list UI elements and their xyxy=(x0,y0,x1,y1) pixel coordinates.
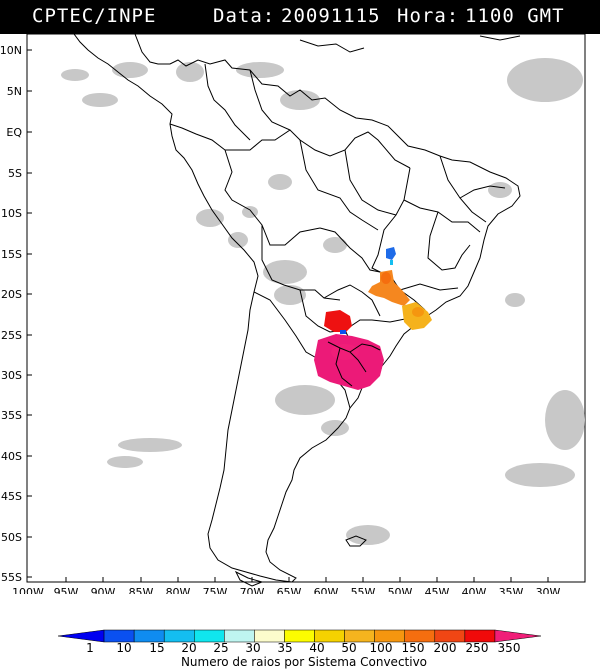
lightning-system-mato-grosso-do-sul xyxy=(368,270,410,306)
lon-label-45w: 45W xyxy=(425,586,450,594)
color-scale-title: Numero de raios por Sistema Convectivo xyxy=(181,655,427,669)
lightning-map: 10N 5N EQ 5S 10S 15S 20S 25S 30S 35S 40S… xyxy=(0,34,586,594)
lat-label-45s: 45S xyxy=(1,490,22,503)
longitude-axis: 100W 95W 90W 85W 80W 75W 70W 65W 60W 55W… xyxy=(12,586,560,594)
lon-label-50w: 50W xyxy=(388,586,413,594)
lon-label-80w: 80W xyxy=(166,586,191,594)
lon-label-100w: 100W xyxy=(12,586,44,594)
lat-label-20s: 20S xyxy=(1,288,22,301)
lon-label-75w: 75W xyxy=(203,586,228,594)
scale-tick-25: 25 xyxy=(213,641,228,655)
lon-label-30w: 30W xyxy=(536,586,561,594)
lon-label-65w: 65W xyxy=(277,586,302,594)
date-label: Data: xyxy=(213,5,276,27)
color-scale-bar xyxy=(57,629,542,643)
lon-label-60w: 60W xyxy=(314,586,339,594)
latitude-axis: 10N 5N EQ 5S 10S 15S 20S 25S 30S 35S 40S… xyxy=(0,44,22,584)
overlay-borders xyxy=(327,341,381,387)
cloud-cover xyxy=(61,58,585,545)
lightning-system-goias xyxy=(386,247,396,265)
time-value: 1100 GMT xyxy=(465,5,565,27)
lat-label-10s: 10S xyxy=(1,207,22,220)
lat-label-30s: 30S xyxy=(1,369,22,382)
lat-label-55s: 55S xyxy=(1,571,22,584)
lat-label-eq: EQ xyxy=(6,126,22,139)
lat-label-40s: 40S xyxy=(1,450,22,463)
lon-label-85w: 85W xyxy=(129,586,154,594)
scale-tick-50: 50 xyxy=(341,641,356,655)
scale-tick-10: 10 xyxy=(116,641,131,655)
map-header: CPTEC/INPE Data: 20091115 Hora: 1100 GMT xyxy=(0,0,600,34)
color-scale-swatch xyxy=(494,629,542,643)
longitude-ticks xyxy=(65,577,549,582)
lightning-system-sao-paulo xyxy=(402,302,432,330)
latitude-ticks xyxy=(27,49,32,578)
lat-label-5n: 5N xyxy=(7,85,22,98)
scale-tick-150: 150 xyxy=(402,641,425,655)
lat-label-50s: 50S xyxy=(1,531,22,544)
lat-label-15s: 15S xyxy=(1,248,22,261)
lon-label-35w: 35W xyxy=(499,586,524,594)
color-scale: 1 10 15 20 25 30 35 40 50 100 150 200 25… xyxy=(57,629,542,669)
lightning-systems xyxy=(314,247,432,390)
lat-label-10n: 10N xyxy=(0,44,22,57)
lat-label-25s: 25S xyxy=(1,329,22,342)
scale-tick-100: 100 xyxy=(370,641,393,655)
color-scale-ticks: 1 10 15 20 25 30 35 40 50 100 150 200 25… xyxy=(86,641,520,655)
lat-label-35s: 35S xyxy=(1,409,22,422)
color-scale-swatch xyxy=(57,629,105,643)
scale-tick-350: 350 xyxy=(498,641,521,655)
lat-label-5s: 5S xyxy=(8,167,22,180)
lon-label-90w: 90W xyxy=(91,586,116,594)
scale-tick-30: 30 xyxy=(245,641,260,655)
scale-tick-200: 200 xyxy=(434,641,457,655)
lon-label-70w: 70W xyxy=(240,586,265,594)
scale-tick-15: 15 xyxy=(149,641,164,655)
scale-tick-1: 1 xyxy=(86,641,94,655)
scale-tick-250: 250 xyxy=(466,641,489,655)
map-frame xyxy=(26,34,586,583)
scale-tick-20: 20 xyxy=(181,641,196,655)
lon-label-95w: 95W xyxy=(54,586,79,594)
date-value: 20091115 xyxy=(281,5,381,27)
lon-label-55w: 55W xyxy=(351,586,376,594)
lightning-system-paraguay xyxy=(324,310,352,334)
scale-tick-35: 35 xyxy=(277,641,292,655)
time-label: Hora: xyxy=(397,5,460,27)
source-label: CPTEC/INPE xyxy=(32,5,157,27)
lon-label-40w: 40W xyxy=(462,586,487,594)
scale-tick-40: 40 xyxy=(309,641,324,655)
